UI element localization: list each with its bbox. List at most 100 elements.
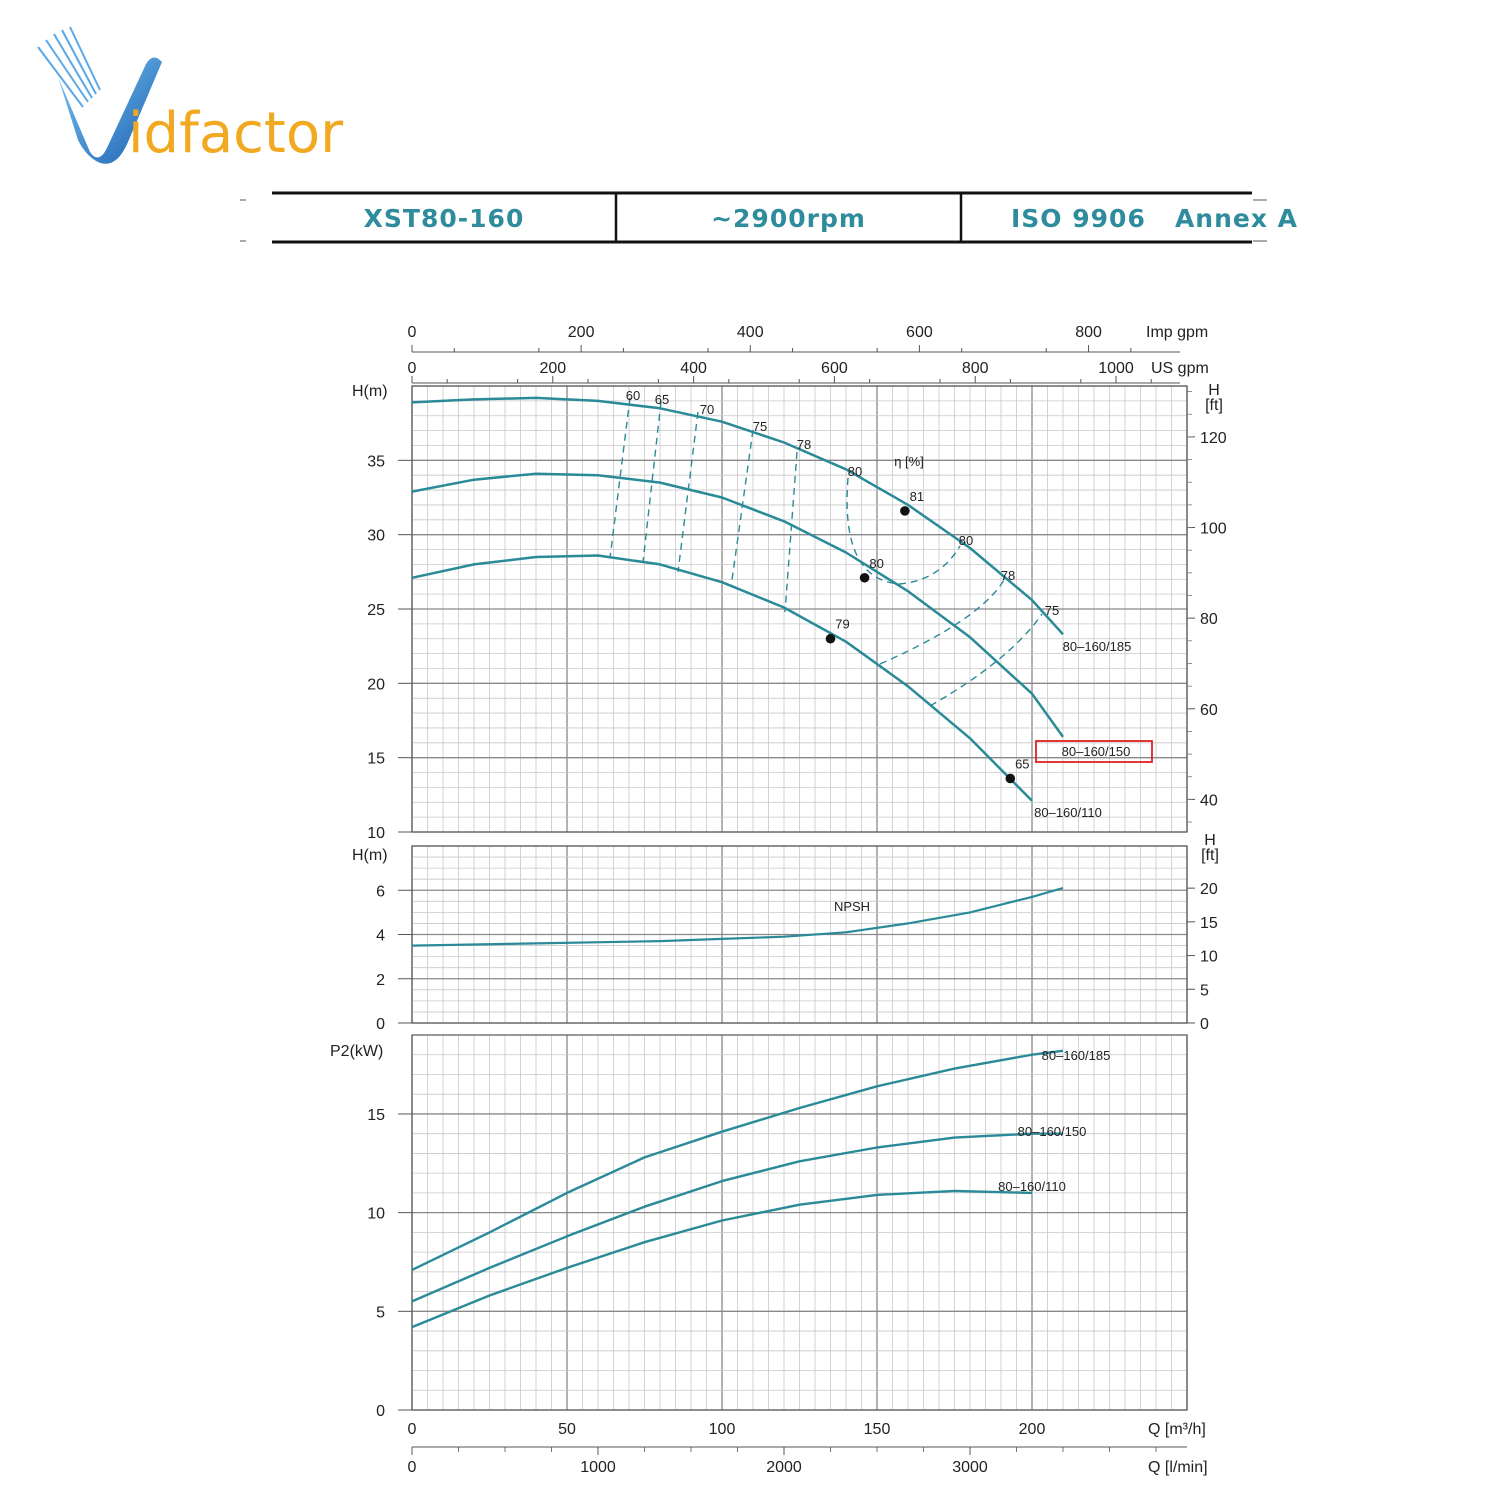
npsh-ft-tick-label: 15 xyxy=(1200,915,1218,932)
q-m3h-tick-label: 50 xyxy=(558,1421,576,1438)
model-name: XST80-160 xyxy=(363,203,525,233)
head-series-label: 80–160/185 xyxy=(1063,639,1132,654)
us-gpm-tick-label: 800 xyxy=(962,360,989,377)
npsh-grid xyxy=(411,845,1188,1024)
head-curve-2 xyxy=(411,554,1033,802)
efficiency-label: 80 xyxy=(959,533,973,548)
npsh-y-tick-label: 0 xyxy=(376,1016,385,1033)
efficiency-isoline xyxy=(784,451,798,613)
q-m3h-tick-label: 0 xyxy=(408,1421,417,1438)
q-lmin-tick-label: 1000 xyxy=(580,1459,616,1476)
head-ft-tick-label: 80 xyxy=(1200,611,1218,628)
imp-gpm-label: Imp gpm xyxy=(1146,324,1208,341)
rpm-label: ~2900rpm xyxy=(711,203,866,233)
head-y-tick-label: 15 xyxy=(367,751,385,768)
head-ft-axis-label: H xyxy=(1208,382,1220,399)
best-efficiency-point xyxy=(900,506,910,516)
q-lmin-tick-label: 2000 xyxy=(766,1459,802,1476)
head-y-tick-label: 35 xyxy=(367,453,385,470)
us-gpm-tick-label: 0 xyxy=(408,360,417,377)
power-y-tick-label: 0 xyxy=(376,1403,385,1420)
head-ft-tick-label: 100 xyxy=(1200,521,1227,538)
efficiency-isoline xyxy=(609,397,631,559)
q-m3h-tick-label: 200 xyxy=(1019,1421,1046,1438)
imp-gpm-tick-label: 0 xyxy=(408,324,417,341)
efficiency-label: 65 xyxy=(655,392,669,407)
head-y-tick-label: 10 xyxy=(367,825,385,842)
efficiency-label: 75 xyxy=(753,419,767,434)
head-series-label: 80–160/150 xyxy=(1062,744,1131,759)
power-series-label: 80–160/185 xyxy=(1042,1048,1111,1063)
us-gpm-tick-label: 200 xyxy=(539,360,566,377)
efficiency-isoline xyxy=(929,613,1043,707)
logo-text: idfactor xyxy=(128,101,344,166)
power-series-label: 80–160/150 xyxy=(1018,1124,1087,1139)
head-curve-0 xyxy=(411,396,1064,636)
q-lmin-tick-label: 0 xyxy=(408,1459,417,1476)
npsh-y-tick-label: 6 xyxy=(376,883,385,900)
power-y-tick-label: 15 xyxy=(367,1107,385,1124)
npsh-y-tick-label: 4 xyxy=(376,928,385,945)
best-efficiency-point xyxy=(1005,773,1016,784)
power-y-axis-label: P2(kW) xyxy=(330,1043,383,1060)
imp-gpm-tick-label: 600 xyxy=(906,324,933,341)
us-gpm-label: US gpm xyxy=(1151,360,1209,377)
head-curve-1 xyxy=(411,472,1065,738)
us-gpm-tick-label: 400 xyxy=(680,360,707,377)
q-m3h-tick-label: 150 xyxy=(864,1421,891,1438)
imp-gpm-tick-label: 400 xyxy=(737,324,764,341)
efficiency-label: 75 xyxy=(1045,603,1059,618)
efficiency-point-label: 80 xyxy=(869,556,883,571)
head-ft-tick-label: 120 xyxy=(1200,430,1227,447)
highlighted-series-box xyxy=(1035,740,1153,763)
q-lmin-tick-label: 3000 xyxy=(952,1459,988,1476)
power-series-label: 80–160/110 xyxy=(998,1179,1066,1194)
v-mark-icon xyxy=(58,57,162,164)
model-header: XST80-160 ~2900rpm ISO 9906 Annex A xyxy=(0,0,1500,260)
head-ft-tick-label: 60 xyxy=(1200,702,1218,719)
best-efficiency-point xyxy=(825,633,836,644)
efficiency-isoline xyxy=(730,429,754,588)
q-m3h-label: Q [m³/h] xyxy=(1148,1421,1206,1438)
power-y-tick-label: 10 xyxy=(367,1206,385,1223)
efficiency-label: 78 xyxy=(797,437,811,452)
efficiency-label: 70 xyxy=(700,402,714,417)
efficiency-isoline xyxy=(846,477,961,585)
q-m3h-tick-label: 100 xyxy=(709,1421,736,1438)
npsh-ft-axis-label: H xyxy=(1204,832,1216,849)
head-y-tick-label: 20 xyxy=(367,676,385,693)
power-curve-2 xyxy=(411,1189,1033,1329)
head-ft-axis-label: [ft] xyxy=(1205,397,1223,414)
efficiency-label: 78 xyxy=(1001,568,1015,583)
standard-label: ISO 9906 Annex A xyxy=(1011,203,1299,233)
power-grid xyxy=(411,1034,1188,1411)
imp-gpm-tick-label: 800 xyxy=(1075,324,1102,341)
us-gpm-tick-label: 600 xyxy=(821,360,848,377)
imp-gpm-tick-label: 200 xyxy=(568,324,595,341)
efficiency-isoline xyxy=(642,401,662,563)
power-curve-0 xyxy=(411,1049,1064,1271)
npsh-ft-tick-label: 20 xyxy=(1200,881,1218,898)
head-series-label: 80–160/110 xyxy=(1034,805,1102,820)
npsh-curve xyxy=(411,886,1064,947)
feather-icon xyxy=(37,26,101,108)
efficiency-label: 60 xyxy=(626,388,640,403)
head-ft-tick-label: 40 xyxy=(1200,792,1218,809)
head-y-tick-label: 30 xyxy=(367,528,385,545)
head-y-tick-label: 25 xyxy=(367,602,385,619)
efficiency-point-label: 65 xyxy=(1015,756,1029,771)
npsh-ft-tick-label: 10 xyxy=(1200,949,1218,966)
power-curve-1 xyxy=(411,1132,1063,1303)
q-lmin-label: Q [l/min] xyxy=(1148,1459,1208,1476)
npsh-y-tick-label: 2 xyxy=(376,972,385,989)
npsh-y-axis-label: H(m) xyxy=(352,847,388,864)
efficiency-isoline xyxy=(879,579,1005,665)
efficiency-label: 80 xyxy=(848,464,862,479)
power-frame xyxy=(411,1034,1188,1411)
efficiency-isoline xyxy=(677,411,699,573)
npsh-ft-axis-label: [ft] xyxy=(1201,847,1219,864)
efficiency-point-label: 81 xyxy=(910,489,924,504)
best-efficiency-point xyxy=(859,572,870,583)
us-gpm-tick-label: 1000 xyxy=(1098,360,1134,377)
